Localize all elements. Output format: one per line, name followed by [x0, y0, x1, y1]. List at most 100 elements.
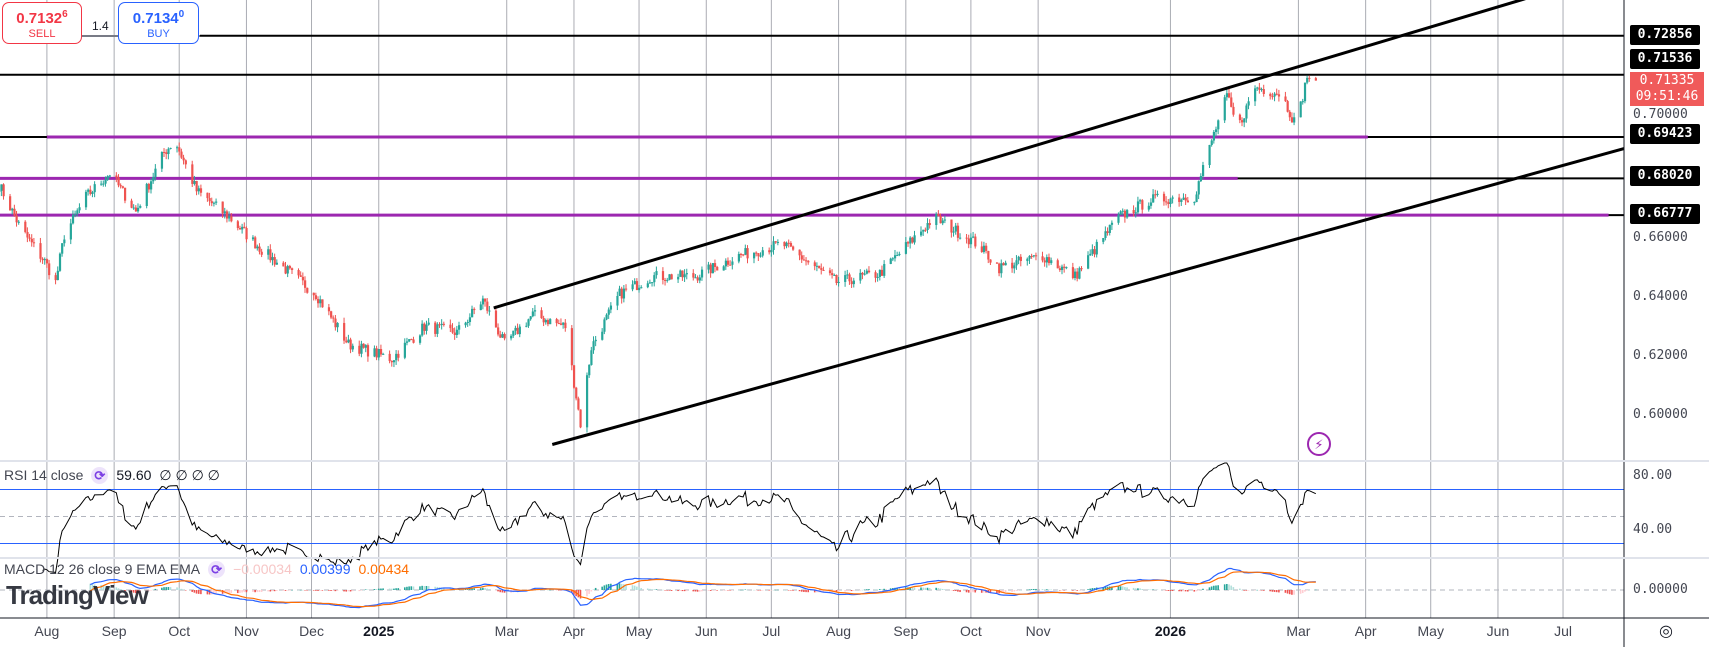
macd-histogram-bar	[421, 585, 423, 590]
candle-body	[1180, 199, 1183, 202]
candle-body	[1091, 249, 1094, 254]
candle	[555, 317, 558, 327]
candle	[2, 183, 5, 200]
candle-body	[510, 335, 513, 339]
candle-body	[937, 213, 940, 217]
macd-histogram-bar	[167, 587, 170, 590]
time-tick: Nov	[233, 623, 259, 639]
rsi-value: 59.60	[116, 467, 152, 483]
tradingview-logo[interactable]: TradingView	[6, 581, 149, 609]
macd-histogram-bar	[646, 588, 649, 590]
candle-body	[1210, 140, 1213, 145]
candle	[518, 324, 521, 338]
settings-eye-icon[interactable]: ◎	[1659, 621, 1673, 640]
candle-body	[1271, 96, 1274, 98]
candle	[1149, 198, 1153, 209]
candle	[304, 276, 307, 293]
macd-histogram-bar	[382, 588, 384, 590]
macd-histogram-bar	[740, 589, 742, 591]
candle-body	[1134, 212, 1137, 214]
refresh-icon[interactable]: ⟳	[91, 467, 109, 484]
macd-histogram-bar	[590, 590, 593, 592]
macd-histogram-bar	[106, 586, 109, 590]
macd-histogram-bar	[297, 589, 300, 591]
refresh-icon[interactable]: ⟳	[208, 561, 226, 578]
macd-histogram-bar	[1213, 585, 1215, 590]
buy-button[interactable]: 0.71340 BUY	[118, 2, 199, 44]
candle	[859, 269, 862, 284]
bar-countdown: 09:51:46	[1635, 89, 1699, 104]
candle	[13, 204, 16, 217]
trendlines[interactable]	[493, 0, 1624, 446]
macd-histogram-bar	[1102, 587, 1105, 590]
candle	[178, 142, 181, 156]
candle	[1167, 199, 1170, 209]
macd-histogram-bar	[1269, 590, 1272, 592]
macd-histogram-bar	[944, 589, 946, 590]
candle-body	[421, 323, 424, 336]
candle	[317, 296, 320, 308]
candle	[1275, 88, 1278, 96]
candle	[1290, 112, 1294, 123]
macd-histogram-bar	[267, 590, 269, 592]
level-label: 0.68020	[1630, 166, 1700, 186]
macd-histogram-bar	[193, 590, 196, 593]
candle	[93, 181, 96, 198]
macd-histogram-bar	[1197, 590, 1200, 591]
candle	[1126, 208, 1129, 219]
candle-body	[1262, 89, 1265, 94]
macd-histogram-bar	[865, 589, 868, 590]
macd-histogram-bar	[497, 590, 499, 592]
time-tick: May	[625, 623, 653, 639]
candle-body	[74, 213, 77, 215]
candle	[78, 203, 81, 214]
candle	[616, 291, 619, 311]
candle	[622, 285, 626, 303]
candle	[755, 251, 758, 257]
candle-body	[139, 205, 142, 208]
candle-body	[1154, 194, 1157, 196]
candle-body	[1223, 97, 1226, 121]
macd-histogram-bar	[343, 590, 345, 592]
sell-button[interactable]: 0.71326 SELL	[2, 2, 82, 44]
horizontal-levels[interactable]	[0, 34, 1624, 217]
candle-body	[327, 307, 331, 312]
candle-body	[1169, 198, 1172, 205]
candle	[761, 246, 764, 258]
candle-body	[364, 345, 367, 348]
macd-histogram-bar	[273, 590, 276, 592]
candle	[724, 258, 727, 270]
candle-body	[91, 192, 94, 194]
candle-body	[681, 270, 684, 278]
macd-histogram-bar	[698, 590, 701, 592]
candle-body	[58, 253, 62, 271]
candle	[1225, 88, 1229, 101]
candle	[837, 276, 840, 287]
candle-body	[154, 168, 157, 177]
lightning-icon[interactable]: ⚡	[1307, 432, 1331, 456]
candle-body	[512, 330, 515, 336]
candle	[360, 340, 363, 358]
candle	[423, 322, 426, 335]
candle	[893, 249, 897, 262]
candle	[245, 226, 248, 243]
candle	[653, 272, 656, 287]
candle-body	[1277, 94, 1281, 97]
candle-body	[622, 288, 626, 299]
rsi-legend[interactable]: RSI 14 close ⟳ 59.60 ∅ ∅ ∅ ∅	[4, 467, 220, 484]
macd-histogram-bar	[256, 590, 259, 593]
candle	[965, 234, 968, 244]
macd-histogram-bar	[1132, 587, 1135, 590]
candle-body	[1293, 117, 1296, 123]
macd-histogram-bar	[230, 590, 233, 594]
candle-body	[1201, 165, 1205, 177]
candle-body	[896, 255, 899, 257]
macd-histogram-bar	[1111, 586, 1113, 590]
macd-legend[interactable]: MACD 12 26 close 9 EMA EMA ⟳ −0.00034 0.…	[4, 561, 409, 578]
grid	[46, 0, 1564, 618]
macd-histogram-bar	[950, 590, 953, 591]
candle	[772, 236, 775, 255]
candle	[542, 315, 545, 327]
macd-histogram-bar	[631, 585, 634, 590]
